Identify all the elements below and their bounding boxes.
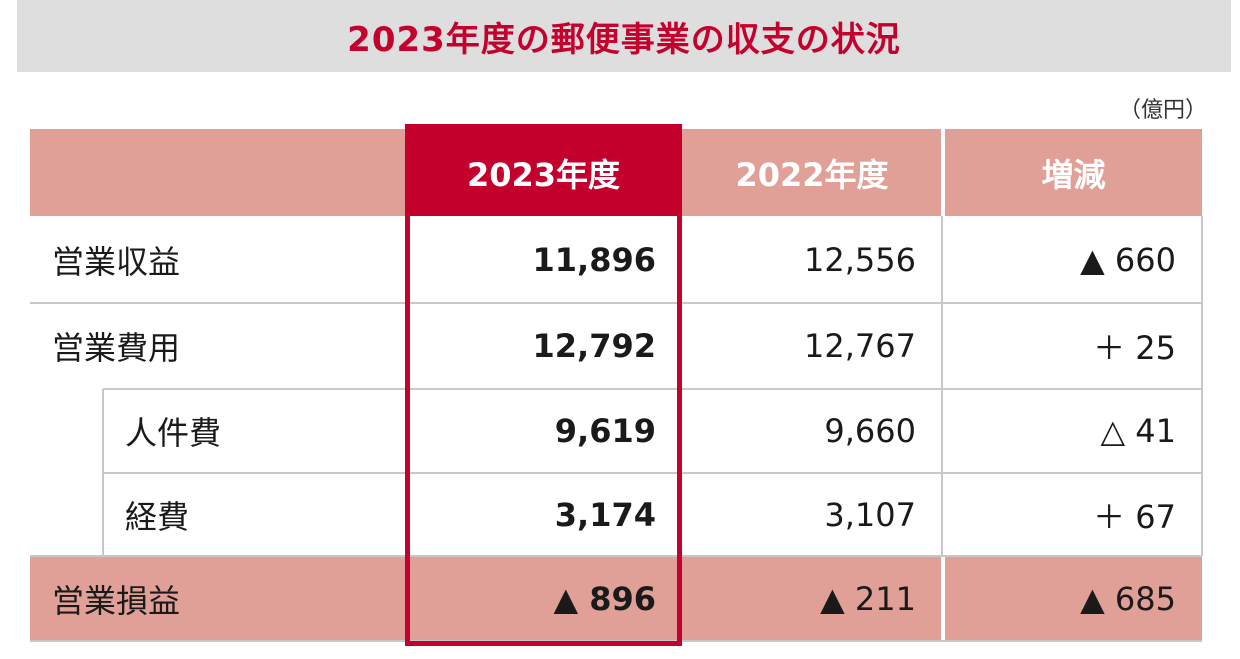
row-change-operating-revenue: ▲ 660 (1080, 240, 1176, 279)
row-change-personnel-costs: △ 41 (1100, 412, 1177, 450)
header-empty-cell (30, 129, 405, 216)
column-divider (941, 216, 943, 556)
row-divider (30, 302, 1202, 304)
row-2023-personnel-costs: 9,619 (554, 412, 656, 450)
column-divider (1201, 216, 1203, 556)
row-label-personnel-costs: 人件費 (125, 414, 222, 452)
row-2023-expenses: 3,174 (554, 495, 656, 534)
title-bar: 2023年度の郵便事業の収支の状況 (17, 0, 1231, 72)
row-divider (103, 388, 1202, 390)
unit-label: （億円） (1118, 98, 1207, 123)
header-divider (941, 129, 945, 216)
row-2023-operating-expenses: 12,792 (532, 327, 656, 365)
row-label-operating-expenses: 営業費用 (52, 329, 181, 367)
row-change-operating-income: ▲ 685 (945, 556, 1202, 641)
row-change-operating-expenses: ＋ 25 (1093, 329, 1176, 367)
row-2022-expenses: 3,107 (824, 495, 916, 534)
row-2023-operating-income: ▲ 896 (405, 556, 682, 641)
row-divider (30, 555, 1202, 557)
row-2023-operating-revenue: 11,896 (532, 240, 656, 279)
row-2022-operating-expenses: 12,767 (804, 327, 916, 365)
row-label-operating-income: 営業損益 (30, 556, 405, 641)
header-2023: 2023年度 (405, 129, 682, 216)
row-change-expenses: ＋ 67 (1093, 497, 1176, 536)
row-label-operating-revenue: 営業収益 (52, 242, 181, 281)
indent-divider (102, 389, 104, 556)
page-title: 2023年度の郵便事業の収支の状況 (347, 19, 901, 60)
row-2022-operating-revenue: 12,556 (804, 240, 916, 279)
row-divider (103, 472, 1202, 474)
row-label-expenses: 経費 (125, 497, 190, 536)
header-change: 増減 (945, 129, 1202, 216)
footer-divider (941, 556, 945, 641)
table-bottom-border (30, 640, 1202, 642)
header-2022: 2022年度 (682, 129, 942, 216)
row-2022-operating-income: ▲ 211 (682, 556, 942, 641)
row-2022-personnel-costs: 9,660 (824, 412, 916, 450)
